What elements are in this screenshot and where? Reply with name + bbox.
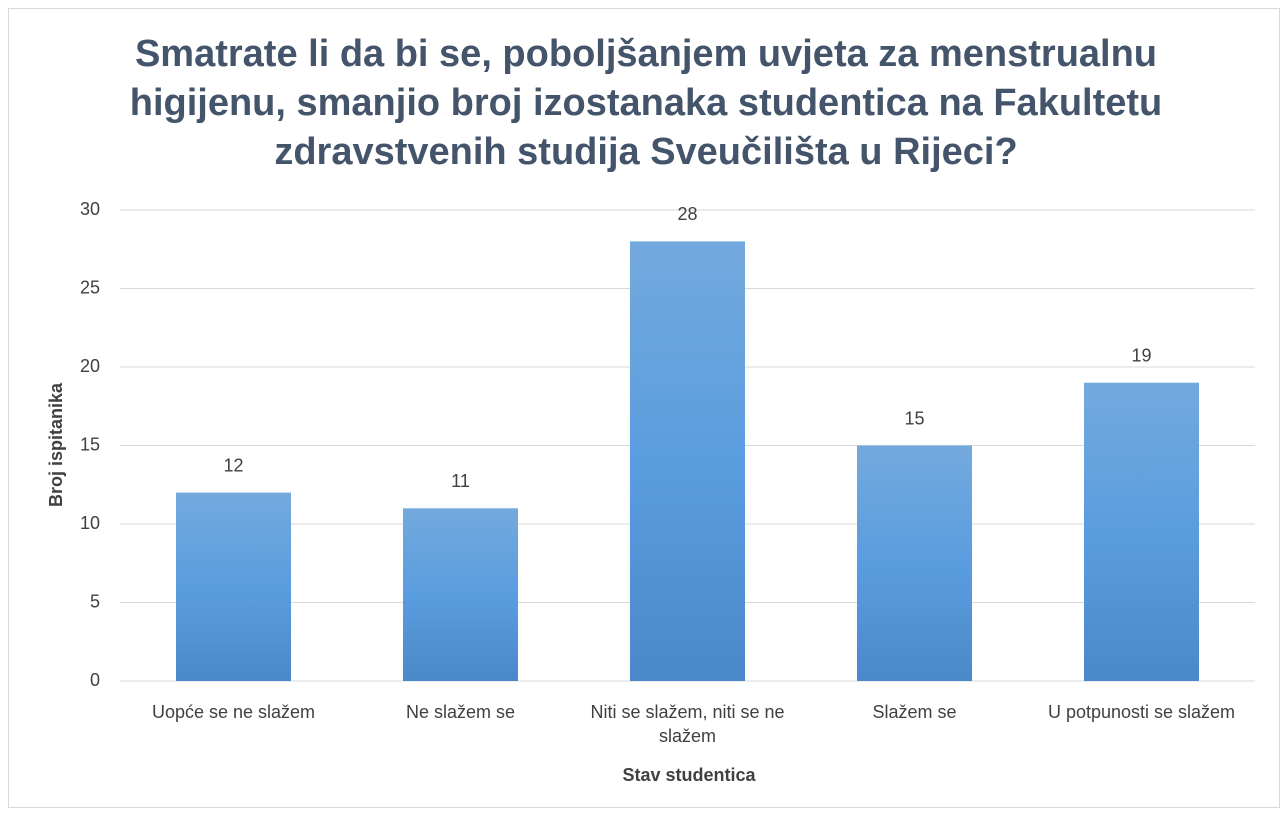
y-tick-label: 20 [80, 356, 100, 376]
data-label: 28 [677, 204, 697, 224]
x-axis-title: Stav studentica [622, 765, 756, 785]
data-label: 15 [904, 408, 924, 428]
x-tick-label: Uopće se ne slažem [151, 702, 316, 722]
bar [176, 492, 291, 681]
y-tick-label: 10 [80, 513, 100, 533]
y-tick-label: 25 [80, 277, 100, 297]
y-tick-label: 30 [80, 199, 100, 219]
chart-title: Smatrate li da bi se, poboljšanjem uvjet… [129, 33, 1163, 173]
bar [403, 508, 518, 681]
bar [857, 445, 972, 681]
y-tick-label: 0 [90, 670, 100, 690]
data-label: 19 [1131, 345, 1151, 365]
x-tick-label: U potpunosti se slažem [1047, 702, 1236, 722]
x-tick-label: Ne slažem se [405, 702, 516, 722]
bar [1084, 382, 1199, 681]
x-tick-label: Niti se slažem, niti se ne slažem [590, 702, 785, 746]
data-label: 12 [223, 455, 243, 475]
y-tick-label: 15 [80, 434, 100, 454]
y-axis-title: Broj ispitanika [46, 382, 66, 507]
x-tick-label: Slažem se [872, 702, 957, 722]
bar [630, 241, 745, 681]
data-label: 11 [451, 471, 470, 491]
y-tick-label: 5 [90, 591, 100, 611]
